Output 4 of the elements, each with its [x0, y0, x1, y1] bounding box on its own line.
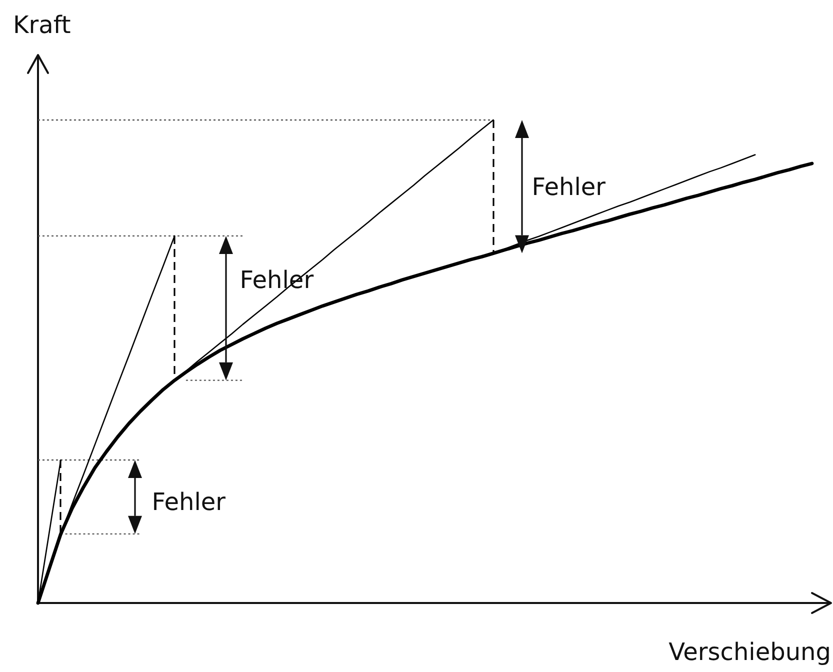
- y-axis-title: Kraft: [13, 11, 71, 39]
- x-axis-title: Verschiebung: [668, 638, 831, 666]
- annotation: Fehler: [532, 172, 606, 201]
- annotation: Fehler: [152, 488, 226, 516]
